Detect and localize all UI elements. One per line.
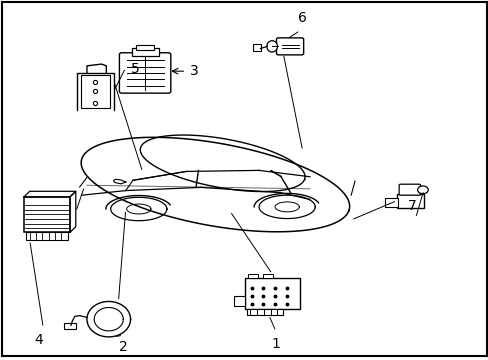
FancyBboxPatch shape — [26, 233, 67, 240]
FancyBboxPatch shape — [233, 296, 244, 306]
FancyBboxPatch shape — [263, 274, 272, 278]
FancyBboxPatch shape — [396, 194, 423, 208]
Ellipse shape — [266, 41, 277, 52]
FancyBboxPatch shape — [136, 45, 154, 50]
FancyBboxPatch shape — [276, 38, 303, 55]
Text: 6: 6 — [298, 11, 306, 25]
Text: 4: 4 — [34, 333, 43, 347]
FancyBboxPatch shape — [398, 184, 420, 195]
FancyBboxPatch shape — [131, 48, 159, 56]
Text: 3: 3 — [189, 64, 198, 78]
Text: 7: 7 — [407, 199, 415, 213]
FancyBboxPatch shape — [248, 274, 258, 278]
FancyBboxPatch shape — [81, 75, 109, 108]
Text: 2: 2 — [119, 341, 127, 355]
FancyBboxPatch shape — [252, 44, 261, 51]
Text: 1: 1 — [271, 337, 280, 351]
FancyBboxPatch shape — [119, 53, 170, 93]
FancyBboxPatch shape — [244, 278, 300, 309]
FancyBboxPatch shape — [64, 323, 76, 329]
Ellipse shape — [417, 186, 427, 194]
FancyBboxPatch shape — [246, 309, 283, 315]
FancyBboxPatch shape — [385, 198, 397, 207]
Text: 5: 5 — [130, 62, 139, 76]
FancyBboxPatch shape — [24, 197, 70, 233]
